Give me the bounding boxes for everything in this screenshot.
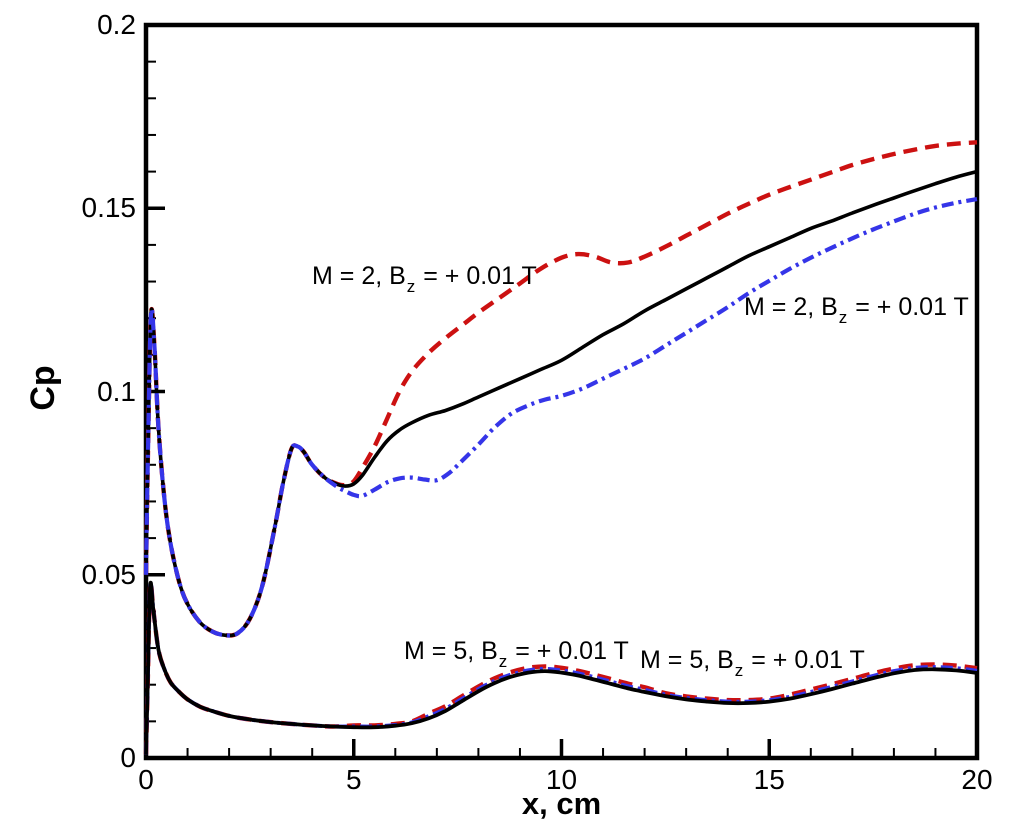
series-m5-black-solid <box>144 580 978 755</box>
annotation-subscript: z <box>838 308 848 327</box>
annotation-m5-left: M = 5, Bz = + 0.01 T <box>404 637 629 671</box>
annotation-text: = + 0.01 T <box>744 646 865 674</box>
x-tick-label: 20 <box>961 764 993 795</box>
x-tick-label: 15 <box>753 764 785 795</box>
annotation-text: M = 5, B <box>404 637 498 665</box>
y-tick-label: 0.1 <box>97 375 136 407</box>
annotation-text: M = 5, B <box>640 646 734 674</box>
annotation-subscript: z <box>406 277 416 296</box>
annotation-text: M = 2, B <box>312 262 406 290</box>
x-ticks <box>144 739 979 758</box>
series-m2-blue-dashdot <box>143 197 978 638</box>
annotation-subscript: z <box>498 652 508 671</box>
x-axis-title: x, cm <box>521 786 602 821</box>
annotation-m5-right: M = 5, Bz = + 0.01 T <box>640 646 865 680</box>
series-m5-blue-dashdot <box>144 580 978 755</box>
series-m2-red-dashed <box>143 140 978 638</box>
annotation-text: = + 0.01 T <box>508 637 629 665</box>
y-tick-label: 0.2 <box>97 9 136 40</box>
annotation-m2-blue: M = 2, Bz = + 0.01 T <box>744 293 969 327</box>
x-tick-label: 5 <box>345 764 362 795</box>
series-m2-black-solid <box>144 169 978 638</box>
annotation-text: = + 0.01 T <box>416 262 537 290</box>
annotation-m2-red: M = 2, Bz = + 0.01 T <box>312 262 537 296</box>
x-tick-label: 10 <box>545 764 578 795</box>
annotation-subscript: z <box>734 661 744 680</box>
y-tick-label: 0 <box>120 742 136 773</box>
annotation-text: M = 2, B <box>744 293 838 321</box>
y-tick-label: 0.05 <box>81 558 137 590</box>
annotation-text: = + 0.01 T <box>848 293 969 321</box>
x-tick-label: 0 <box>138 764 154 795</box>
y-tick-label: 0.15 <box>81 192 137 224</box>
